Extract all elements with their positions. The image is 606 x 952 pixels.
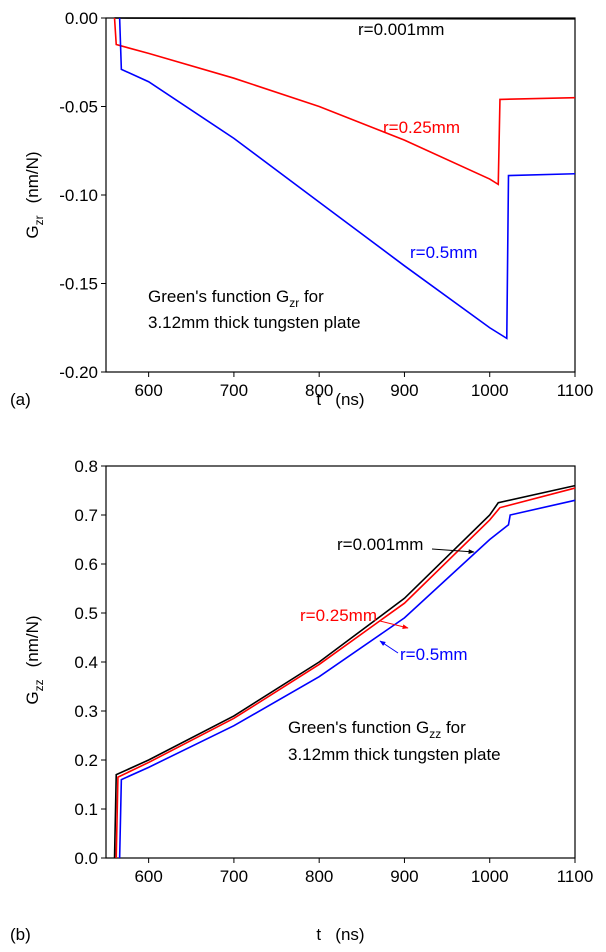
y-tick-label: 0.7	[74, 506, 98, 525]
x-tick-label: 900	[390, 381, 418, 400]
x-tick-label: 700	[220, 867, 248, 886]
annotation-subscript: zz	[429, 727, 441, 741]
annotation-text: 3.12mm thick tungsten plate	[288, 745, 501, 764]
panel-label: (b)	[10, 925, 31, 944]
x-tick-label: 800	[305, 381, 333, 400]
annotation-subscript: zr	[289, 296, 299, 310]
annotation-arrow	[431, 548, 475, 555]
series-line	[114, 17, 575, 20]
series-line	[118, 499, 576, 859]
y-tick-label: -0.20	[59, 363, 98, 382]
y-axis-symbol: G	[23, 225, 42, 238]
annotation-text: r=0.25mm	[300, 606, 377, 625]
x-tick-label: 1000	[471, 381, 509, 400]
x-tick-label: 600	[134, 867, 162, 886]
annotation: r=0.5mm	[400, 645, 468, 664]
x-axis-label: t (ns)	[316, 390, 364, 409]
series-line	[118, 17, 576, 340]
annotation: 3.12mm thick tungsten plate	[288, 745, 501, 764]
y-tick-label: 0.6	[74, 555, 98, 574]
series-line	[113, 17, 576, 186]
annotation-arrow	[379, 620, 409, 630]
y-tick-label: 0.00	[65, 9, 98, 28]
y-tick-label: 0.2	[74, 751, 98, 770]
annotation: Green's function Gzr for	[148, 287, 324, 310]
y-axis-unit: (nm/N)	[23, 151, 42, 203]
x-tick-label: 900	[390, 867, 418, 886]
y-axis-label: Gzr (nm/N)	[23, 151, 46, 238]
x-tick-label: 600	[134, 381, 162, 400]
annotation: r=0.001mm	[337, 535, 423, 554]
y-tick-label: 0.1	[74, 800, 98, 819]
y-tick-label: 0.0	[74, 849, 98, 868]
y-axis-symbol: G	[23, 691, 42, 704]
y-axis-subscript: zr	[32, 215, 46, 225]
y-axis-label: Gzz (nm/N)	[23, 615, 46, 704]
annotation-arrow	[379, 640, 399, 654]
annotation-text: r=0.5mm	[400, 645, 468, 664]
annotation-text: Green's function G	[148, 287, 289, 306]
panel-label: (a)	[10, 390, 31, 409]
x-axis-label: t (ns)	[316, 925, 364, 944]
annotation-text: r=0.5mm	[410, 243, 478, 262]
y-tick-label: 0.4	[74, 653, 98, 672]
y-tick-label: -0.05	[59, 98, 98, 117]
annotation-text: r=0.001mm	[337, 535, 423, 554]
annotation-text: r=0.25mm	[383, 118, 460, 137]
x-tick-label: 1000	[471, 867, 509, 886]
annotation-suffix: for	[299, 287, 324, 306]
annotation-text: r=0.001mm	[358, 20, 444, 39]
x-tick-label: 1100	[557, 867, 594, 886]
series-line	[113, 484, 576, 859]
annotation-suffix: for	[441, 718, 466, 737]
y-tick-label: -0.15	[59, 275, 98, 294]
annotation: r=0.001mm	[358, 20, 444, 39]
y-tick-label: -0.10	[59, 186, 98, 205]
annotation: Green's function Gzz for	[288, 718, 466, 741]
annotation-text: 3.12mm thick tungsten plate	[148, 313, 361, 332]
y-tick-label: 0.3	[74, 702, 98, 721]
annotation: r=0.5mm	[410, 243, 478, 262]
annotation: r=0.25mm	[300, 606, 377, 625]
x-tick-label: 800	[305, 867, 333, 886]
x-tick-label: 700	[220, 381, 248, 400]
annotation: 3.12mm thick tungsten plate	[148, 313, 361, 332]
y-tick-label: 0.5	[74, 604, 98, 623]
series-line	[115, 487, 576, 859]
y-tick-label: 0.8	[74, 457, 98, 476]
y-axis-unit: (nm/N)	[23, 615, 42, 667]
x-tick-label: 1100	[557, 381, 594, 400]
y-axis-subscript: zz	[32, 679, 46, 691]
annotation-text: Green's function G	[288, 718, 429, 737]
annotation: r=0.25mm	[383, 118, 460, 137]
